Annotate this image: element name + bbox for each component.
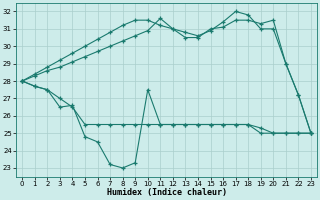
X-axis label: Humidex (Indice chaleur): Humidex (Indice chaleur) [107, 188, 227, 197]
